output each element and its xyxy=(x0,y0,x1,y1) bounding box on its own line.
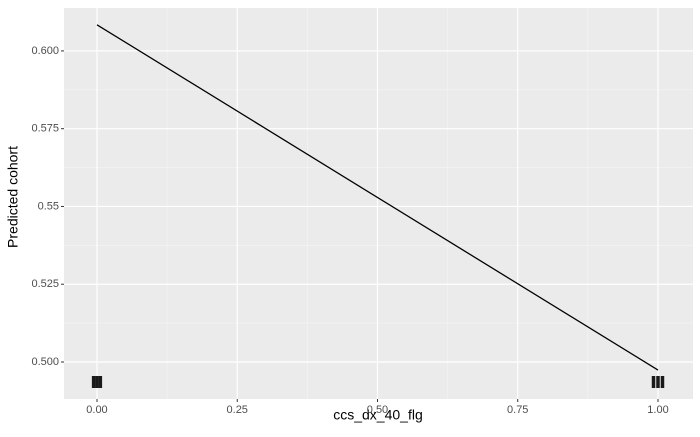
x-tick-label: 0.00 xyxy=(86,404,107,416)
x-tick-label: 0.75 xyxy=(507,404,528,416)
y-tick-label: 0.525 xyxy=(31,278,59,290)
y-tick-label: 0.500 xyxy=(31,356,59,368)
y-tick-label: 0.575 xyxy=(31,123,59,135)
x-tick-label: 0.50 xyxy=(367,404,388,416)
x-tick-label: 0.25 xyxy=(227,404,248,416)
panel xyxy=(64,8,693,399)
y-axis-title: Predicted cohort xyxy=(5,146,21,248)
x-axis-title: ccs_dx_40_flg xyxy=(333,407,423,423)
line xyxy=(96,24,659,371)
y-tick-label: 0.55 xyxy=(38,200,59,212)
y-tick-label: 0.600 xyxy=(31,45,59,57)
x-tick-label: 1.00 xyxy=(647,404,668,416)
